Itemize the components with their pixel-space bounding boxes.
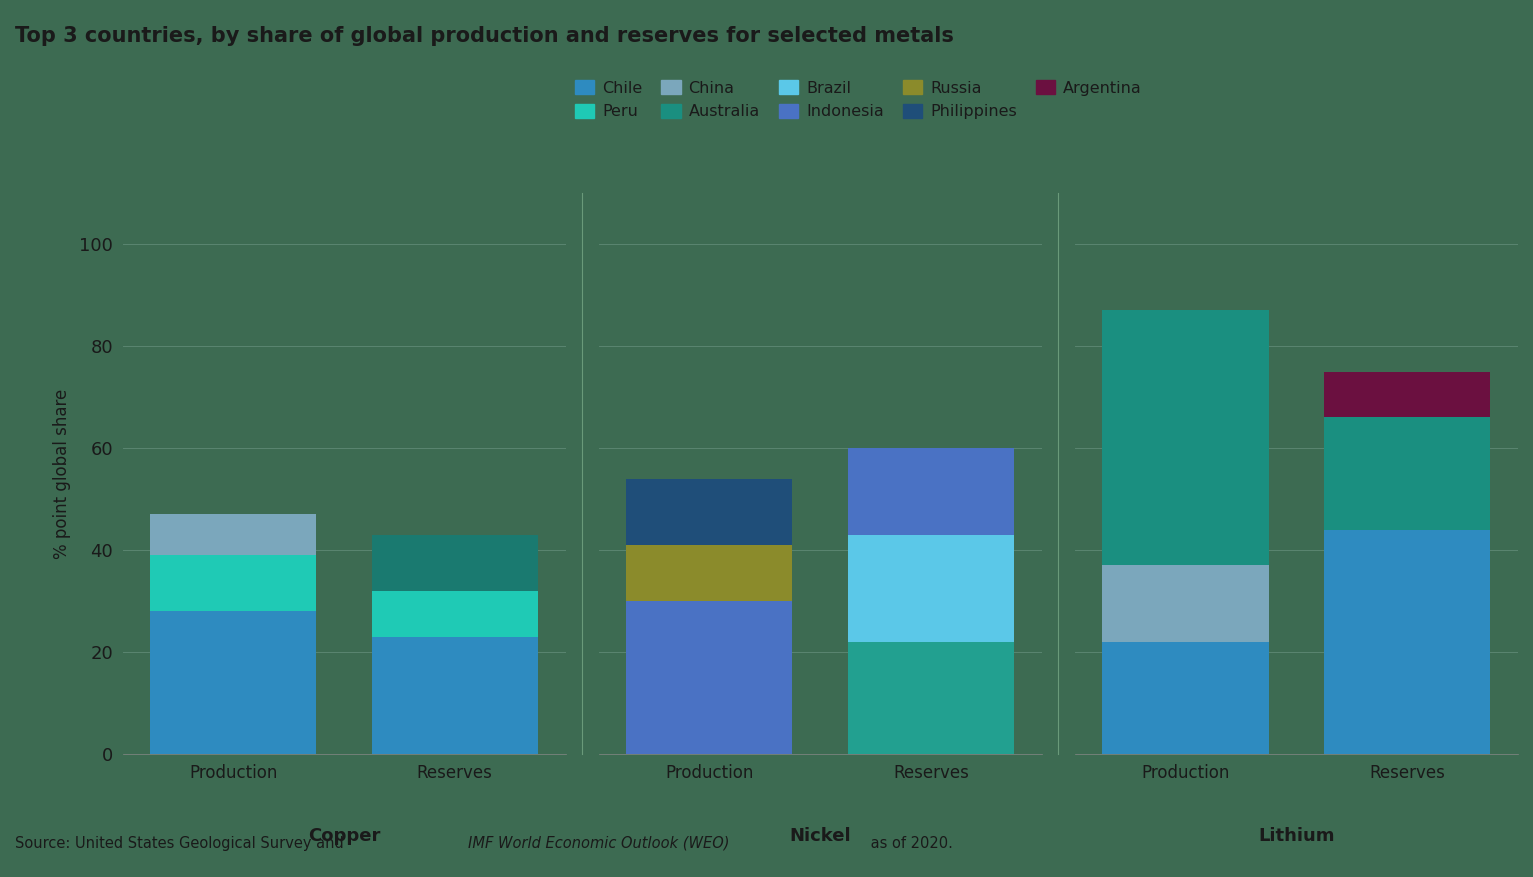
- Legend: Chile, Peru, China, Australia, Brazil, Indonesia, Russia, Philippines, Argentina: Chile, Peru, China, Australia, Brazil, I…: [569, 74, 1148, 125]
- Bar: [150, 555, 316, 611]
- Bar: [373, 637, 538, 754]
- Bar: [627, 601, 793, 754]
- Text: Source: United States Geological Survey and: Source: United States Geological Survey …: [15, 836, 348, 851]
- Text: Lithium: Lithium: [1259, 827, 1335, 845]
- Bar: [848, 642, 1013, 754]
- Y-axis label: % point global share: % point global share: [52, 389, 71, 559]
- Bar: [1102, 642, 1268, 754]
- Bar: [1325, 530, 1490, 754]
- Text: IMF World Economic Outlook (WEO): IMF World Economic Outlook (WEO): [468, 836, 730, 851]
- Bar: [1102, 310, 1268, 566]
- Bar: [1325, 372, 1490, 417]
- Bar: [1325, 417, 1490, 530]
- Bar: [848, 535, 1013, 642]
- Bar: [373, 591, 538, 637]
- Bar: [373, 535, 538, 591]
- Bar: [150, 611, 316, 754]
- Bar: [848, 448, 1013, 535]
- Bar: [1102, 566, 1268, 642]
- Bar: [627, 545, 793, 601]
- Bar: [627, 479, 793, 545]
- Text: Top 3 countries, by share of global production and reserves for selected metals: Top 3 countries, by share of global prod…: [15, 26, 954, 46]
- Text: as of 2020.: as of 2020.: [866, 836, 954, 851]
- Text: Copper: Copper: [308, 827, 380, 845]
- Bar: [150, 515, 316, 555]
- Text: Nickel: Nickel: [789, 827, 851, 845]
